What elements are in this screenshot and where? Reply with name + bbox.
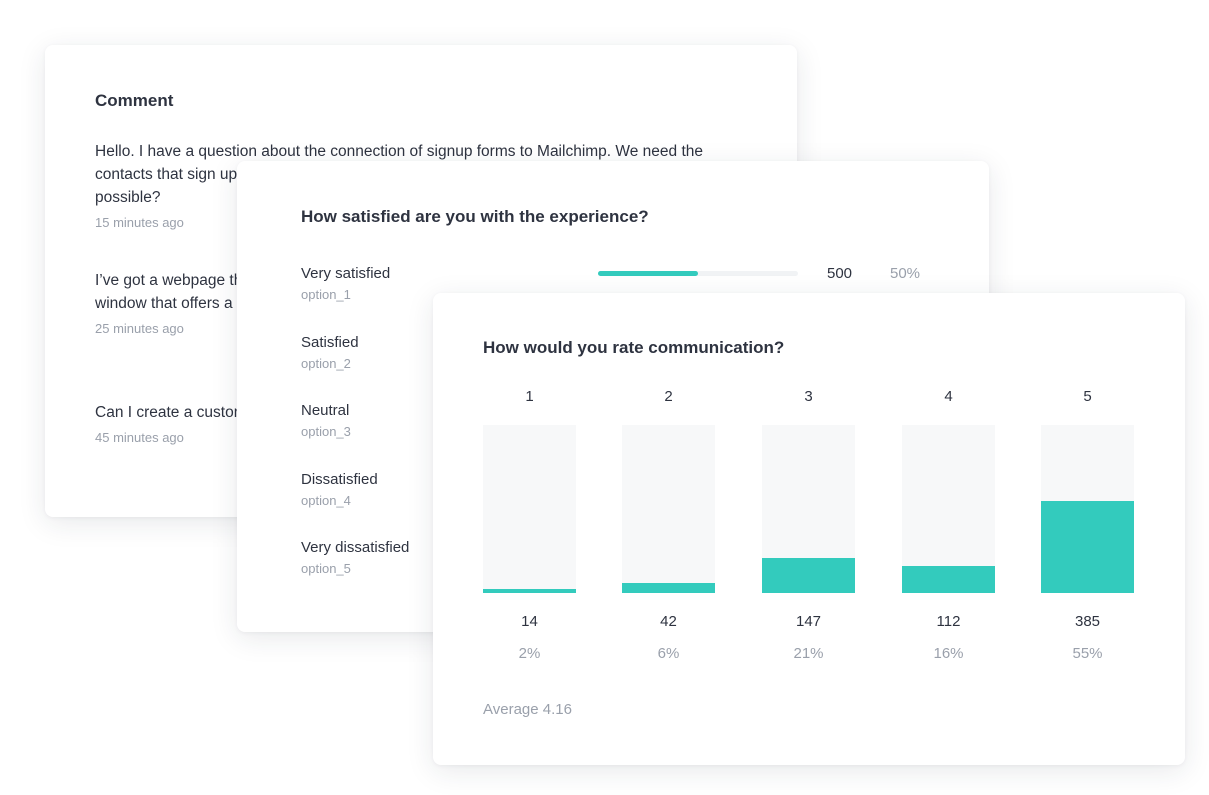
- option-count: 500: [827, 265, 853, 282]
- rating-tick-label: 1: [525, 388, 534, 405]
- rating-tick-label: 5: [1083, 388, 1092, 405]
- rating-count: 112: [936, 613, 961, 630]
- rating-bar: [622, 583, 715, 593]
- option-key: option_3: [301, 424, 351, 439]
- option-label: Neutral: [301, 402, 350, 419]
- rating-tick-label: 3: [804, 388, 813, 405]
- rating-percent: 55%: [1072, 645, 1103, 662]
- rating-percent: 16%: [933, 645, 964, 662]
- rating-bar: [483, 589, 576, 593]
- rating-tick-label: 2: [664, 388, 673, 405]
- option-key: option_4: [301, 493, 351, 508]
- option-progress-track: [598, 271, 798, 276]
- option-row: Neutral option_3: [301, 402, 351, 439]
- rating-column: 4 112 16%: [902, 388, 995, 662]
- comment-time: 25 minutes ago: [95, 321, 184, 336]
- rating-title: How would you rate communication?: [483, 338, 785, 357]
- rating-average: Average 4.16: [483, 701, 572, 718]
- rating-column: 2 42 6%: [622, 388, 715, 662]
- option-row: Very satisfied option_1: [301, 265, 390, 302]
- option-label: Very satisfied: [301, 265, 391, 282]
- option-row: Very dissatisfied option_5: [301, 539, 409, 576]
- rating-percent: 21%: [793, 645, 824, 662]
- rating-bar: [762, 558, 855, 593]
- rating-count: 42: [660, 613, 677, 630]
- rating-bar-track: [622, 425, 715, 593]
- option-key: option_5: [301, 561, 351, 576]
- option-key: option_2: [301, 356, 351, 371]
- option-row: Satisfied option_2: [301, 334, 359, 371]
- option-label: Dissatisfied: [301, 471, 378, 488]
- rating-tick-label: 4: [944, 388, 953, 405]
- rating-column: 1 14 2%: [483, 388, 576, 662]
- option-label: Satisfied: [301, 334, 359, 351]
- comments-title: Comment: [95, 91, 174, 110]
- rating-count: 147: [795, 613, 822, 630]
- rating-percent: 6%: [657, 645, 680, 662]
- option-percent: 50%: [890, 265, 921, 282]
- comment-time: 45 minutes ago: [95, 430, 184, 445]
- option-progress-fill: [598, 271, 698, 276]
- comment-time: 15 minutes ago: [95, 215, 184, 230]
- rating-bar-track: [1041, 425, 1134, 593]
- option-label: Very dissatisfied: [301, 539, 410, 556]
- rating-bar-track: [902, 425, 995, 593]
- rating-bar-track: [762, 425, 855, 593]
- rating-bar-track: [483, 425, 576, 593]
- option-key: option_1: [301, 287, 351, 302]
- rating-bar: [902, 566, 995, 593]
- rating-count: 14: [521, 613, 538, 630]
- rating-column: 5 385 55%: [1041, 388, 1134, 662]
- rating-card: How would you rate communication? 1 14 2…: [433, 293, 1185, 765]
- rating-count: 385: [1074, 613, 1101, 630]
- rating-column: 3 147 21%: [762, 388, 855, 662]
- option-row: Dissatisfied option_4: [301, 471, 378, 508]
- rating-percent: 2%: [518, 645, 541, 662]
- rating-bar: [1041, 501, 1134, 593]
- satisfaction-title: How satisfied are you with the experienc…: [301, 207, 649, 226]
